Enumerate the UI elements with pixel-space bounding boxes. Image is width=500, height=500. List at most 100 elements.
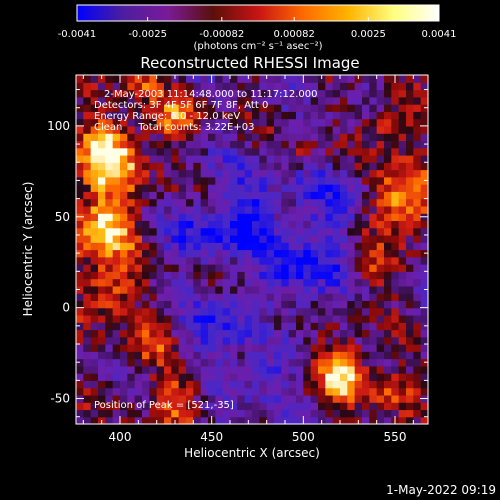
heatmap-cell: [149, 249, 158, 258]
heatmap-cell: [347, 220, 356, 229]
heatmap-cell: [310, 249, 319, 258]
heatmap-cell: [142, 314, 150, 323]
heatmap-cell: [208, 176, 216, 185]
heatmap-cell: [127, 133, 136, 142]
heatmap-cell: [391, 380, 400, 389]
heatmap-cell: [237, 154, 246, 163]
colorbar-gradient: [76, 4, 440, 22]
heatmap-cell: [171, 191, 180, 200]
heatmap-cell: [303, 285, 312, 294]
heatmap-cell: [332, 205, 341, 214]
heatmap-cell: [318, 387, 326, 396]
heatmap-cell: [252, 322, 260, 331]
heatmap-cell: [164, 191, 172, 200]
heatmap-cell: [98, 104, 106, 112]
heatmap-cell: [391, 213, 400, 222]
heatmap-cell: [325, 271, 334, 280]
heatmap-cell: [354, 322, 363, 331]
heatmap-cell: [288, 278, 297, 287]
heatmap-cell: [266, 256, 275, 265]
heatmap-cell: [178, 373, 187, 381]
heatmap-cell: [156, 373, 165, 381]
heatmap-cell: [281, 96, 290, 105]
heatmap-cell: [105, 227, 114, 236]
heatmap-cell: [406, 307, 414, 316]
heatmap-cell: [171, 402, 180, 411]
heatmap-cell: [230, 264, 238, 272]
heatmap-cell: [362, 387, 370, 396]
heatmap-cell: [164, 118, 172, 127]
heatmap-cell: [98, 140, 106, 149]
heatmap-cell: [83, 293, 92, 301]
heatmap-cell: [420, 191, 429, 200]
heatmap-cell: [413, 322, 422, 331]
heatmap-cell: [303, 82, 312, 91]
heatmap-cell: [318, 256, 326, 265]
heatmap-cell: [149, 264, 158, 272]
heatmap-cell: [112, 409, 121, 418]
heatmap-cell: [310, 96, 319, 105]
heatmap-cell: [120, 344, 128, 352]
heatmap-cell: [90, 82, 99, 91]
heatmap-cell: [332, 176, 341, 185]
heatmap-cell: [347, 387, 356, 396]
heatmap-cell: [164, 256, 172, 265]
heatmap-cell: [303, 394, 312, 403]
heatmap-cell: [186, 169, 194, 178]
heatmap-cell: [310, 358, 319, 367]
heatmap-cell: [237, 264, 246, 272]
heatmap-cell: [420, 293, 429, 301]
heatmap-cell: [347, 198, 356, 207]
heatmap-cell: [376, 169, 385, 178]
heatmap-cell: [266, 416, 275, 425]
heatmap-cell: [318, 205, 326, 214]
heatmap-cell: [98, 176, 106, 185]
heatmap-cell: [149, 140, 158, 149]
heatmap-cell: [413, 213, 422, 222]
heatmap-cell: [362, 184, 370, 192]
heatmap-cell: [127, 358, 136, 367]
heatmap-cell: [200, 249, 209, 258]
heatmap-cell: [391, 176, 400, 185]
heatmap-cell: [325, 285, 334, 294]
heatmap-cell: [134, 125, 143, 134]
heatmap-cell: [149, 307, 158, 316]
heatmap-cell: [134, 336, 143, 345]
heatmap-cell: [171, 140, 180, 149]
heatmap-cell: [112, 344, 121, 352]
heatmap-cell: [325, 111, 334, 120]
heatmap-cell: [215, 387, 224, 396]
heatmap-cell: [120, 336, 128, 345]
heatmap-cell: [347, 75, 356, 83]
heatmap-cell: [318, 300, 326, 309]
y-tick-label: 0: [62, 301, 70, 315]
heatmap-cell: [274, 256, 282, 265]
heatmap-cell: [332, 293, 341, 301]
heatmap-cell: [193, 111, 202, 120]
heatmap-cell: [413, 111, 422, 120]
heatmap-cell: [156, 380, 165, 389]
heatmap-cell: [171, 104, 180, 112]
heatmap-cell: [134, 191, 143, 200]
heatmap-cell: [384, 344, 392, 352]
heatmap-cell: [244, 387, 253, 396]
heatmap-cell: [296, 133, 304, 142]
heatmap-cell: [83, 111, 92, 120]
heatmap-cell: [178, 176, 187, 185]
heatmap-cell: [237, 176, 246, 185]
heatmap-cell: [384, 416, 392, 425]
heatmap-cell: [186, 213, 194, 222]
heatmap-cell: [281, 409, 290, 418]
heatmap-cell: [362, 300, 370, 309]
heatmap-cell: [186, 358, 194, 367]
heatmap-cell: [252, 300, 260, 309]
heatmap-cell: [112, 154, 121, 163]
heatmap-cell: [90, 264, 99, 272]
heatmap-cell: [347, 242, 356, 251]
heatmap-cell: [230, 249, 238, 258]
heatmap-cell: [384, 336, 392, 345]
heatmap-cell: [178, 111, 187, 120]
heatmap-cell: [398, 264, 407, 272]
heatmap-cell: [237, 227, 246, 236]
heatmap-cell: [252, 373, 260, 381]
